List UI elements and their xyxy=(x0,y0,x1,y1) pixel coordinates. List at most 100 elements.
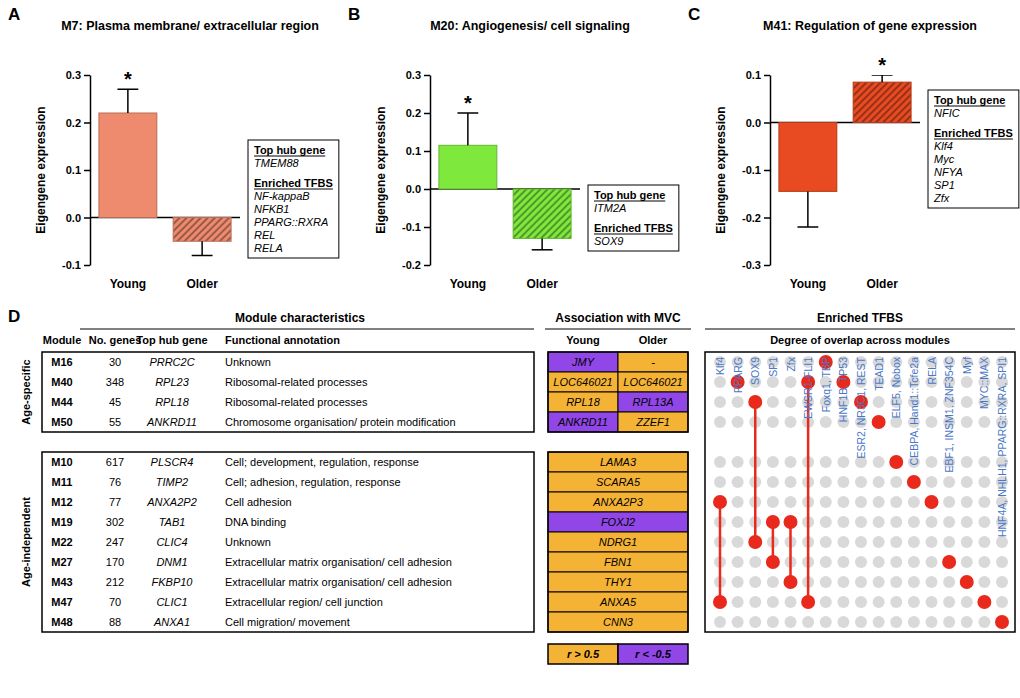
tfbs-dot xyxy=(837,456,849,468)
tfbs-dot xyxy=(961,376,973,388)
column-header: Functional annotation xyxy=(225,334,340,346)
association-cell xyxy=(548,532,688,552)
tfbs-dot xyxy=(855,556,867,568)
tfbs-hit xyxy=(784,515,798,529)
y-tick-mark xyxy=(424,75,430,77)
rule xyxy=(705,329,1015,330)
error-bar xyxy=(797,191,818,227)
bar xyxy=(513,189,571,238)
y-tick: -0.3 xyxy=(742,259,770,271)
info-box-item: ITM2A xyxy=(594,202,626,214)
tfbs-dot xyxy=(785,416,797,428)
gene-count: 348 xyxy=(106,376,124,388)
info-box-item: PPARG::RXRA xyxy=(254,216,328,228)
tfbs-dot xyxy=(767,576,779,588)
x-tick-label: Young xyxy=(450,277,486,291)
annotation: Cell adhesion xyxy=(225,496,292,508)
module-row: M4888ANXA1Cell migration/ movementCNN3 xyxy=(51,612,688,632)
info-box: Top hub geneTMEM88Enriched TFBSNF-kappaB… xyxy=(248,140,339,258)
bar xyxy=(853,82,911,122)
tfbs-label: RELA xyxy=(926,357,938,384)
tfbs-dot xyxy=(820,576,832,588)
tfbs-hit xyxy=(766,555,780,569)
info-box-item: NF-kappaB xyxy=(254,190,310,202)
tfbs-dot xyxy=(908,476,920,488)
y-tick: 0.3 xyxy=(66,69,90,81)
info-box-item: NFKB1 xyxy=(254,203,289,215)
annotation: Cell migration/ movement xyxy=(225,616,350,628)
x-tick-label: Older xyxy=(186,277,218,291)
info-box-heading: Top hub gene xyxy=(934,94,1005,106)
tfbs-links xyxy=(720,382,808,602)
association-gene: LOC646021 xyxy=(553,376,612,388)
tfbs-dot xyxy=(820,496,832,508)
association-cell xyxy=(548,372,618,392)
chart-title: M41: Regulation of gene expression xyxy=(763,19,977,33)
info-box: Top hub geneITM2AEnriched TFBSSOX9 xyxy=(588,185,679,251)
tfbs-hit xyxy=(713,495,727,509)
gene-count: 170 xyxy=(106,556,124,568)
tfbs-dot xyxy=(873,416,885,428)
y-tick: -0.1 xyxy=(402,221,430,233)
x-tick-label: Older xyxy=(866,277,898,291)
x-tick: Older xyxy=(526,277,558,291)
tfbs-hit xyxy=(925,495,939,509)
tfbs-dot xyxy=(837,516,849,528)
y-tick: 0.1 xyxy=(746,69,770,81)
module-row: M1630PRRC2CUnknownJMY- xyxy=(51,352,688,372)
tfbs-dot xyxy=(873,516,885,528)
info-box-item: REL xyxy=(254,229,275,241)
section-frame xyxy=(42,352,534,432)
y-tick: 0.0 xyxy=(746,117,770,129)
info-box-item: RELA xyxy=(254,242,283,254)
y-axis-title: Eigengene expression xyxy=(714,106,728,233)
bar-panel: CM41: Regulation of gene expression-0.3-… xyxy=(688,5,1019,291)
tfbs-dot xyxy=(873,576,885,588)
association-frame xyxy=(548,352,688,432)
module-id: M10 xyxy=(51,456,72,468)
annotation: Extracellular matrix organisation/ cell … xyxy=(225,576,452,588)
tfbs-dot xyxy=(855,576,867,588)
tfbs-dot xyxy=(749,596,761,608)
column-header: Young xyxy=(566,334,599,346)
tfbs-dot xyxy=(978,616,990,628)
tfbs-dot xyxy=(837,476,849,488)
tfbs-dot xyxy=(890,596,902,608)
module-row: M27170DNM1Extracellular matrix organisat… xyxy=(51,552,688,572)
tfbs-hit xyxy=(942,555,956,569)
y-tick: 0.2 xyxy=(406,107,430,119)
section-label: Age-independent xyxy=(20,497,32,587)
association-gene: ANXA5 xyxy=(599,596,637,608)
tfbs-dot xyxy=(785,396,797,408)
panel-letter: C xyxy=(688,5,700,24)
group-header: Module characteristics xyxy=(235,311,365,325)
tfbs-dot xyxy=(943,596,955,608)
y-tick-label: 0.3 xyxy=(406,69,421,81)
tfbs-label: Foxq1, TBP xyxy=(820,357,832,412)
y-tick-label: 0.3 xyxy=(66,69,81,81)
module-id: M50 xyxy=(51,416,72,428)
module-row: M40348RPL23Ribosomal-related processesLO… xyxy=(51,372,688,392)
hub-gene: RPL18 xyxy=(155,396,190,408)
tfbs-dot xyxy=(908,596,920,608)
tfbs-dot xyxy=(820,596,832,608)
error-bar-stem xyxy=(541,238,543,249)
y-tick-mark xyxy=(424,113,430,115)
tfbs-dot xyxy=(732,596,744,608)
module-id: M22 xyxy=(51,536,72,548)
tfbs-dot xyxy=(767,596,779,608)
info-box-item: Klf4 xyxy=(934,140,953,152)
gene-count: 55 xyxy=(109,416,121,428)
y-tick-label: -0.3 xyxy=(742,259,761,271)
tfbs-dot xyxy=(873,396,885,408)
info-box-heading: Enriched TFBS xyxy=(934,127,1013,139)
tfbs-dot xyxy=(961,516,973,528)
tfbs-dot xyxy=(961,456,973,468)
tfbs-label: EBF1, INSM1, ZNF354C xyxy=(943,357,955,473)
tfbs-label: TEAD1 xyxy=(873,357,885,391)
tfbs-dot xyxy=(767,416,779,428)
hub-gene: CLIC4 xyxy=(156,536,187,548)
y-axis: -0.2-0.10.00.10.20.3 xyxy=(402,69,430,271)
legend-label: r > 0.5 xyxy=(567,648,600,660)
association-gene: ANKRD11 xyxy=(557,416,608,428)
